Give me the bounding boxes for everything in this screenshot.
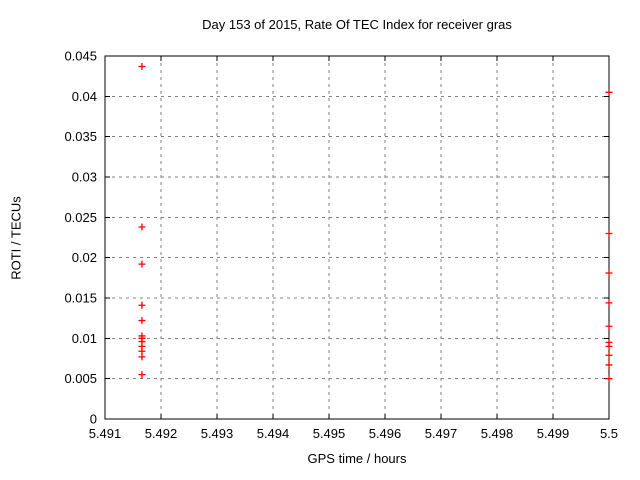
y-tick-label: 0.005 [64,371,97,386]
axis-ticks [104,55,610,420]
x-tick-label: 5.495 [313,426,346,441]
data-point-marker [605,375,613,383]
x-tick-label: 5.494 [257,426,290,441]
x-tick-label: 5.492 [145,426,178,441]
x-tick-label: 5.499 [537,426,570,441]
plot-border [104,55,610,420]
y-tick-label: 0.025 [64,210,97,225]
data-point-marker [605,299,613,307]
data-point-marker [138,353,146,361]
x-tick-label: 5.493 [201,426,234,441]
gridlines [105,56,609,419]
x-tick-label: 5.491 [89,426,122,441]
x-axis-label: GPS time / hours [307,451,407,466]
y-tick-labels: 0 0.005 0.01 0.015 0.02 0.025 0.03 0.035 0.04 0.0… [64,49,97,427]
data-point-marker [138,62,146,70]
x-tick-label: 5.496 [369,426,402,441]
y-tick-label: 0 [90,412,97,427]
data-point-marker [138,371,146,379]
y-tick-label: 0.02 [72,250,97,265]
data-point-marker [138,301,146,309]
data-point-marker [605,351,613,359]
data-point-marker [138,260,146,268]
data-point-marker [605,342,613,350]
data-point-marker [605,88,613,96]
chart-title: Day 153 of 2015, Rate Of TEC Index for r… [202,17,512,32]
y-tick-label: 0.01 [72,331,97,346]
x-tick-label: 5.497 [425,426,458,441]
x-tick-labels: 5.491 5.492 5.493 5.494 5.495 5.496 5.497 5.498… [89,426,618,441]
y-tick-label: 0.04 [72,89,97,104]
y-tick-label: 0.03 [72,170,97,185]
y-tick-label: 0.035 [64,129,97,144]
data-point-marker [605,361,613,369]
y-tick-label: 0.045 [64,49,97,64]
x-tick-label: 5.5 [600,426,618,441]
data-point-marker [138,317,146,325]
border-rect [104,55,610,420]
y-tick-label: 0.015 [64,291,97,306]
data-point-marker [605,269,613,277]
data-point-marker [605,322,613,330]
data-point-marker [138,223,146,231]
x-tick-label: 5.498 [481,426,514,441]
data-point-marker [605,229,613,237]
data-points [138,62,613,383]
